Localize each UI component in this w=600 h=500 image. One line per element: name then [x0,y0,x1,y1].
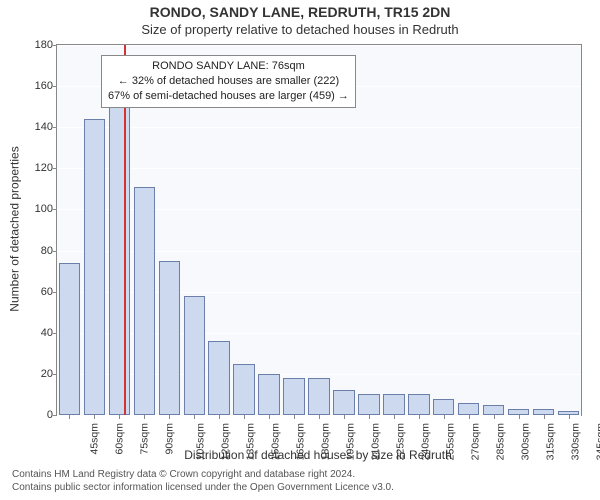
chart-title-sub: Size of property relative to detached ho… [0,22,600,37]
x-axis-label: Distribution of detached houses by size … [56,448,580,462]
x-tick-mark [394,415,395,419]
y-tick-mark [53,168,57,169]
x-tick-mark [519,415,520,419]
x-tick-mark [269,415,270,419]
x-tick-mark [544,415,545,419]
histogram-bar [233,364,254,415]
histogram-bar [333,390,354,415]
histogram-bar [134,187,155,415]
gridline-h [57,127,581,128]
callout-line1: RONDO SANDY LANE: 76sqm [108,59,349,74]
histogram-bar [358,394,379,415]
x-tick-mark [119,415,120,419]
y-tick-mark [53,86,57,87]
chart-title-main: RONDO, SANDY LANE, REDRUTH, TR15 2DN [0,4,600,20]
y-tick-mark [53,292,57,293]
callout-line2: ← 32% of detached houses are smaller (22… [108,74,349,89]
x-tick-mark [144,415,145,419]
y-tick-mark [53,333,57,334]
y-tick-mark [53,374,57,375]
histogram-bar [159,261,180,415]
y-tick-mark [53,415,57,416]
histogram-bar [208,341,229,415]
histogram-bar [383,394,404,415]
footer-attribution: Contains HM Land Registry data © Crown c… [12,469,394,494]
histogram-bar [308,378,329,415]
annotation-callout: RONDO SANDY LANE: 76sqm ← 32% of detache… [101,55,356,108]
x-tick-mark [194,415,195,419]
callout-line3: 67% of semi-detached houses are larger (… [108,89,349,104]
histogram-bar [109,92,130,415]
gridline-h [57,168,581,169]
histogram-bar [84,119,105,415]
histogram-bar [258,374,279,415]
x-tick-mark [69,415,70,419]
gridline-h [57,45,581,46]
histogram-bar [433,399,454,415]
y-tick-mark [53,127,57,128]
plot-area: 02040608010012014016018045sqm60sqm75sqm9… [56,44,582,416]
x-tick-mark [319,415,320,419]
footer-line1: Contains HM Land Registry data © Crown c… [12,469,394,482]
y-axis-label: Number of detached properties [6,44,24,414]
x-tick-mark [294,415,295,419]
histogram-bar [408,394,429,415]
x-tick-mark [444,415,445,419]
x-tick-mark [494,415,495,419]
y-tick-mark [53,251,57,252]
y-tick-mark [53,209,57,210]
y-tick-mark [53,45,57,46]
histogram-bar [458,403,479,415]
chart-container: RONDO, SANDY LANE, REDRUTH, TR15 2DN Siz… [0,0,600,500]
x-tick-mark [344,415,345,419]
x-tick-mark [94,415,95,419]
x-tick-mark [369,415,370,419]
footer-line2: Contains public sector information licen… [12,482,394,495]
x-tick-label: 345sqm [594,423,600,460]
x-tick-mark [169,415,170,419]
histogram-bar [59,263,80,415]
x-tick-mark [219,415,220,419]
x-tick-mark [419,415,420,419]
x-tick-mark [469,415,470,419]
histogram-bar [283,378,304,415]
histogram-bar [483,405,504,415]
histogram-bar [184,296,205,415]
x-tick-mark [244,415,245,419]
x-tick-mark [569,415,570,419]
